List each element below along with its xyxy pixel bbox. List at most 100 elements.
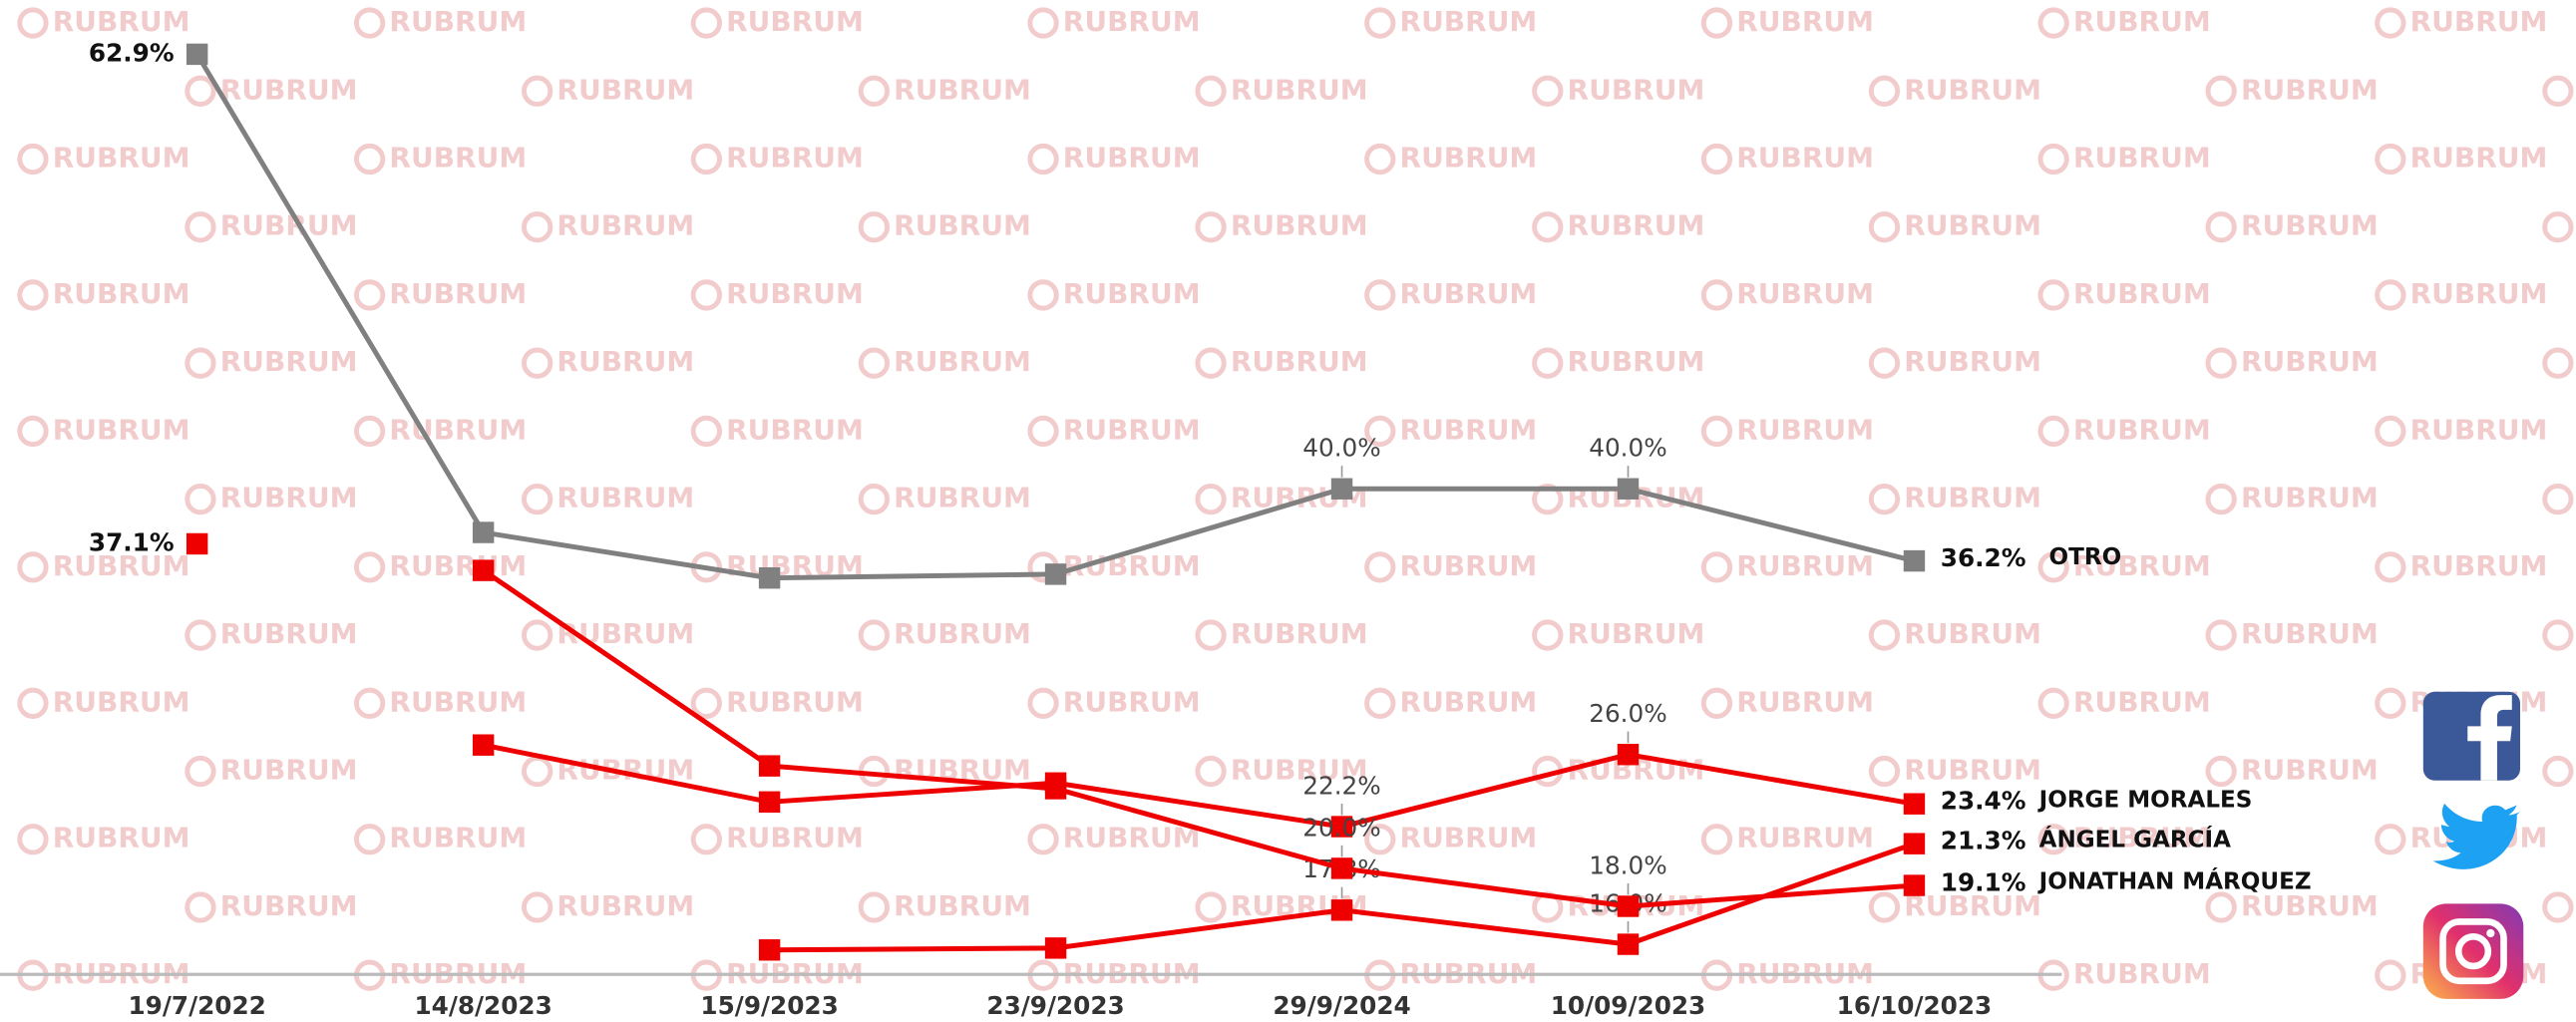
watermark-icon — [1868, 211, 1901, 243]
watermark-text: RUBRUM — [1736, 413, 1874, 446]
watermark-text: RUBRUM — [220, 345, 358, 378]
watermark-text: RUBRUM — [1736, 685, 1874, 718]
watermark-icon — [690, 687, 722, 719]
watermark-icon — [690, 7, 722, 39]
watermark-text: RUBRUM — [894, 482, 1031, 514]
watermark-icon — [2375, 824, 2406, 855]
watermark-text: RUBRUM — [1904, 754, 2041, 787]
x-tick-label: 19/7/2022 — [129, 991, 266, 1020]
watermark-text: RUBRUM — [2241, 209, 2379, 242]
data-point — [472, 734, 495, 756]
watermark-text: RUBRUM — [2073, 5, 2211, 38]
watermark-text: RUBRUM — [726, 822, 864, 854]
watermark-icon — [17, 687, 49, 719]
watermark-icon — [1195, 891, 1227, 923]
watermark-icon — [1195, 347, 1227, 379]
watermark-text: RUBRUM — [53, 5, 190, 38]
watermark-text: RUBRUM — [1400, 5, 1538, 38]
watermark-text: RUBRUM — [1904, 482, 2041, 514]
watermark-icon — [184, 483, 216, 515]
data-point — [472, 521, 495, 543]
watermark-text: RUBRUM — [389, 277, 527, 310]
watermark-icon — [2375, 143, 2406, 175]
data-point — [1044, 937, 1067, 959]
watermark-icon — [1195, 755, 1227, 788]
instagram-icon — [2422, 903, 2524, 999]
value-label: 26.0% — [1589, 699, 1666, 728]
watermark-text: RUBRUM — [1063, 277, 1201, 310]
watermark-text: RUBRUM — [1400, 822, 1538, 854]
watermark-text: RUBRUM — [53, 142, 190, 174]
watermark-icon — [2037, 824, 2069, 855]
watermark-icon — [1364, 824, 1396, 855]
watermark-icon — [1700, 687, 1733, 719]
watermark-text: RUBRUM — [894, 889, 1031, 922]
watermark-icon — [1868, 755, 1901, 788]
value-label: 40.0% — [1589, 434, 1666, 463]
watermark-icon — [17, 551, 49, 583]
data-point — [1903, 549, 1926, 572]
watermark-icon — [2205, 755, 2237, 788]
watermark-icon — [690, 824, 722, 855]
watermark-text: RUBRUM — [1400, 277, 1538, 310]
watermark-icon — [1195, 211, 1227, 243]
watermark-icon — [690, 143, 722, 175]
watermark-text: RUBRUM — [556, 345, 694, 378]
data-point — [758, 566, 781, 589]
watermark-text: RUBRUM — [53, 685, 190, 718]
watermark-icon — [17, 7, 49, 39]
data-point — [1617, 895, 1640, 917]
value-label: 40.0% — [1302, 434, 1380, 463]
series-line — [483, 742, 1915, 830]
watermark-icon — [353, 279, 386, 311]
watermark-text: RUBRUM — [389, 413, 527, 446]
watermark-icon — [2542, 75, 2574, 107]
watermark-text: RUBRUM — [220, 754, 358, 787]
watermark-text: RUBRUM — [1400, 142, 1538, 174]
watermark-text: RUBRUM — [389, 142, 527, 174]
watermark-icon — [353, 415, 386, 448]
data-point — [758, 791, 781, 814]
data-point — [1330, 899, 1353, 921]
watermark-icon — [2205, 347, 2237, 379]
watermark-icon — [184, 75, 216, 107]
watermark-text: RUBRUM — [1400, 685, 1538, 718]
watermark-text: RUBRUM — [556, 73, 694, 106]
watermark-icon — [1364, 7, 1396, 39]
value-label: 36.2% — [1941, 543, 2026, 572]
watermark-text: RUBRUM — [2073, 685, 2211, 718]
instagram-frame — [2439, 918, 2507, 985]
watermark-icon — [353, 824, 386, 855]
data-point — [1617, 744, 1640, 766]
data-point — [1903, 874, 1926, 896]
watermark-icon — [1027, 824, 1059, 855]
watermark-text: RUBRUM — [2241, 345, 2379, 378]
watermark-icon — [1700, 415, 1733, 448]
watermark-icon — [1195, 483, 1227, 515]
watermark-text: RUBRUM — [1568, 209, 1705, 242]
watermark-icon — [1027, 279, 1059, 311]
watermark-icon — [184, 347, 216, 379]
watermark-icon — [2037, 687, 2069, 719]
data-point — [758, 939, 781, 961]
watermark-text: RUBRUM — [1231, 345, 1368, 378]
watermark-icon — [1532, 75, 1564, 107]
data-point — [758, 755, 781, 777]
watermark-icon — [1868, 483, 1901, 515]
watermark-icon — [522, 891, 553, 923]
value-label: 22.2% — [1302, 771, 1380, 800]
watermark-icon — [2205, 619, 2237, 651]
watermark-icon — [184, 619, 216, 651]
watermark-icon — [184, 211, 216, 243]
watermark-text: RUBRUM — [1400, 549, 1538, 582]
watermark-icon — [1868, 891, 1901, 923]
value-label: 19.1% — [1941, 867, 2026, 896]
watermark-text: RUBRUM — [2073, 277, 2211, 310]
watermark-icon — [522, 347, 553, 379]
watermark-icon — [2205, 483, 2237, 515]
x-tick-label: 10/09/2023 — [1551, 991, 1706, 1020]
watermark-text: RUBRUM — [1063, 685, 1201, 718]
watermark-icon — [1532, 211, 1564, 243]
watermark-icon — [2375, 279, 2406, 311]
watermark-icon — [17, 824, 49, 855]
